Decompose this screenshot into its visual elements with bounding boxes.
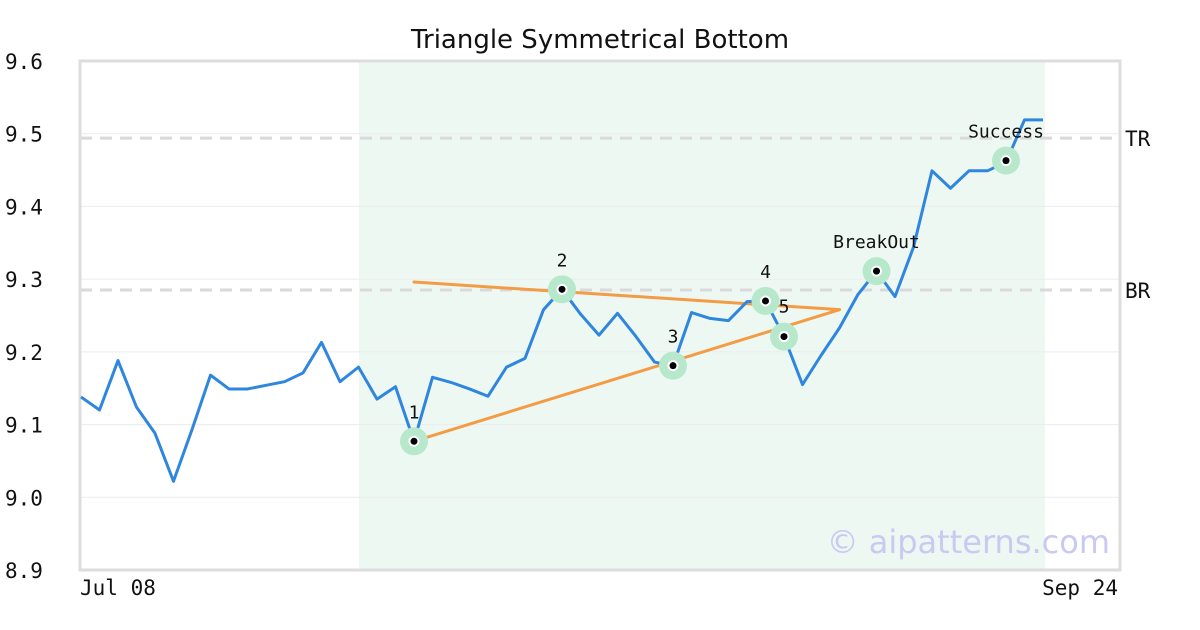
- x-tick-label: Jul 08: [80, 576, 156, 600]
- x-axis-ticks: Jul 08 Sep 24: [80, 576, 1118, 600]
- y-tick-label: 9.3: [5, 268, 43, 292]
- trendline: [412, 308, 841, 443]
- marker-label: 4: [760, 262, 771, 283]
- marker-label: 2: [557, 250, 568, 271]
- marker-dot: [669, 362, 677, 370]
- marker-dot: [780, 333, 788, 341]
- y-tick-label: 9.0: [5, 486, 43, 510]
- marker-dot: [410, 437, 418, 445]
- plot-frame: [78, 59, 1122, 572]
- pattern-markers: 1 2 3 45 BreakOut Success: [400, 122, 1044, 456]
- y-tick-label: 9.2: [5, 341, 43, 365]
- y-axis-ticks: 8.9 9.0 9.1 9.2 9.3 9.4 9.5 9.6: [5, 50, 43, 583]
- marker-dot: [558, 285, 566, 293]
- x-tick-label: Sep 24: [1042, 576, 1118, 600]
- marker-dot: [873, 267, 880, 275]
- reference-label: BR: [1125, 279, 1151, 303]
- marker-dot: [1002, 157, 1010, 165]
- y-tick-label: 8.9: [5, 559, 43, 583]
- marker-dot: [762, 297, 769, 305]
- y-tick-label: 9.4: [5, 195, 43, 219]
- y-tick-label: 9.5: [5, 123, 43, 147]
- marker-label: BreakOut: [833, 232, 920, 253]
- reference-lines: TR BR: [80, 127, 1151, 303]
- marker-label: Success: [968, 122, 1044, 143]
- marker-label: 1: [409, 402, 420, 423]
- reference-label: TR: [1125, 127, 1151, 151]
- watermark: © aipatterns.com: [827, 523, 1110, 561]
- y-tick-label: 9.6: [5, 50, 43, 74]
- marker-label: 3: [668, 327, 679, 348]
- chart-title: Triangle Symmetrical Bottom: [410, 25, 789, 55]
- y-tick-label: 9.1: [5, 414, 43, 438]
- marker-label: 5: [779, 297, 790, 318]
